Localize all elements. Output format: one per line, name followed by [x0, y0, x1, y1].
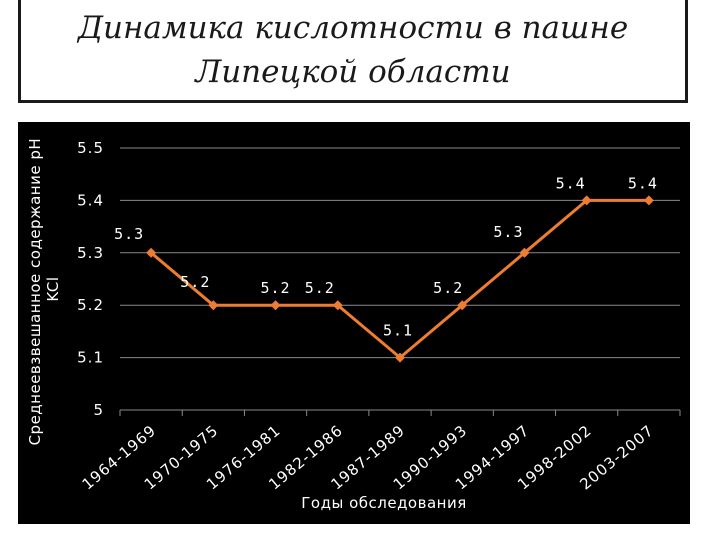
y-tick-label: 5.2: [77, 296, 104, 314]
gridlines: [120, 147, 680, 411]
chart-title-line-1: Динамика кислотности в пашне: [77, 10, 629, 46]
title-box: Динамика кислотности в пашне Липецкой об…: [18, 0, 688, 103]
data-label: 5.4: [556, 174, 586, 192]
data-label: 5.3: [114, 225, 144, 243]
chart-panel: [18, 122, 690, 524]
y-axis-title-line-1: Среднеевзвешанное содержание pH: [26, 138, 44, 446]
data-label: 5.2: [305, 279, 335, 297]
data-point-marker: [581, 195, 592, 206]
series: [146, 195, 654, 363]
data-label: 5.4: [628, 174, 658, 192]
data-point-marker: [643, 195, 654, 206]
data-label: 5.2: [261, 279, 291, 297]
data-point-marker: [395, 352, 405, 363]
y-tick-label: 5.4: [77, 191, 104, 209]
y-tick-label: 5.3: [77, 244, 104, 262]
y-tick-label: 5.1: [77, 349, 104, 367]
data-point-marker: [270, 300, 281, 311]
data-labels: 5.3 5.2 5.2 5.2 5.1 5.2 5.3 5.4 5.4: [114, 174, 658, 340]
y-axis-title-line-2: KCl: [44, 276, 62, 301]
data-point-marker: [332, 300, 343, 311]
data-point-marker: [519, 247, 530, 258]
data-point-marker: [457, 300, 468, 311]
data-point-marker: [208, 300, 219, 311]
chart-title: Динамика кислотности в пашне Липецкой об…: [21, 6, 685, 94]
data-label: 5.1: [383, 322, 413, 340]
y-axis-title: Среднеевзвешанное содержание pH KCl: [26, 133, 62, 446]
x-axis-title: Годы обследования: [301, 494, 466, 512]
data-label: 5.2: [433, 279, 463, 297]
y-tick-label: 5.5: [77, 139, 104, 157]
data-label: 5.2: [180, 273, 210, 291]
axes: 55.15.25.35.45.51964-19691970-19751976-1…: [77, 139, 681, 493]
data-point-marker: [146, 247, 157, 258]
y-tick-label: 5: [93, 401, 104, 419]
chart-title-line-2: Липецкой области: [195, 54, 511, 90]
data-label: 5.3: [493, 223, 523, 241]
